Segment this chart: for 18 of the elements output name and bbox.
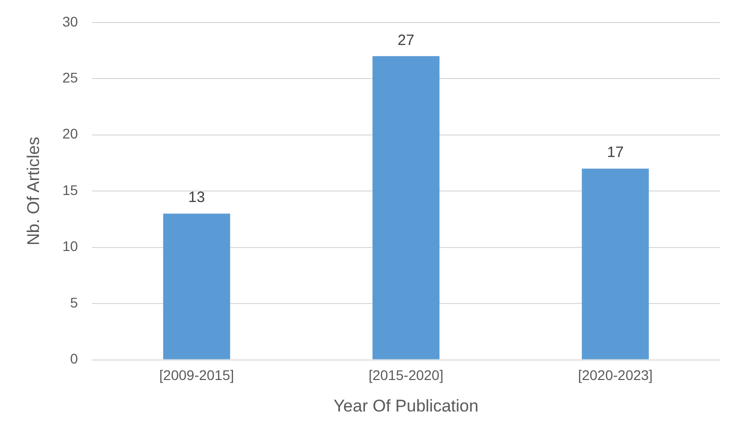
data-label: 17 [606, 144, 624, 162]
x-tick-label: [2015-2020] [368, 367, 444, 384]
x-tick-label: [2009-2015] [159, 367, 234, 384]
bar [582, 168, 649, 360]
bar [163, 214, 230, 360]
y-tick-label: 5 [70, 294, 78, 310]
y-tick-label: 15 [62, 182, 78, 198]
y-tick-label: 20 [62, 126, 78, 142]
x-axis-title: Year Of Publication [334, 396, 478, 416]
x-tick-label: [2020-2023] [578, 367, 653, 384]
y-tick-label: 30 [62, 13, 78, 30]
y-tick-label: 10 [62, 238, 78, 254]
y-tick-label: 0 [70, 350, 78, 367]
data-label: 13 [188, 189, 205, 206]
bar [372, 56, 440, 360]
y-tick-label: 25 [62, 69, 78, 86]
y-axis-title: Nb. Of Articles [24, 136, 43, 246]
data-label: 27 [398, 32, 414, 49]
